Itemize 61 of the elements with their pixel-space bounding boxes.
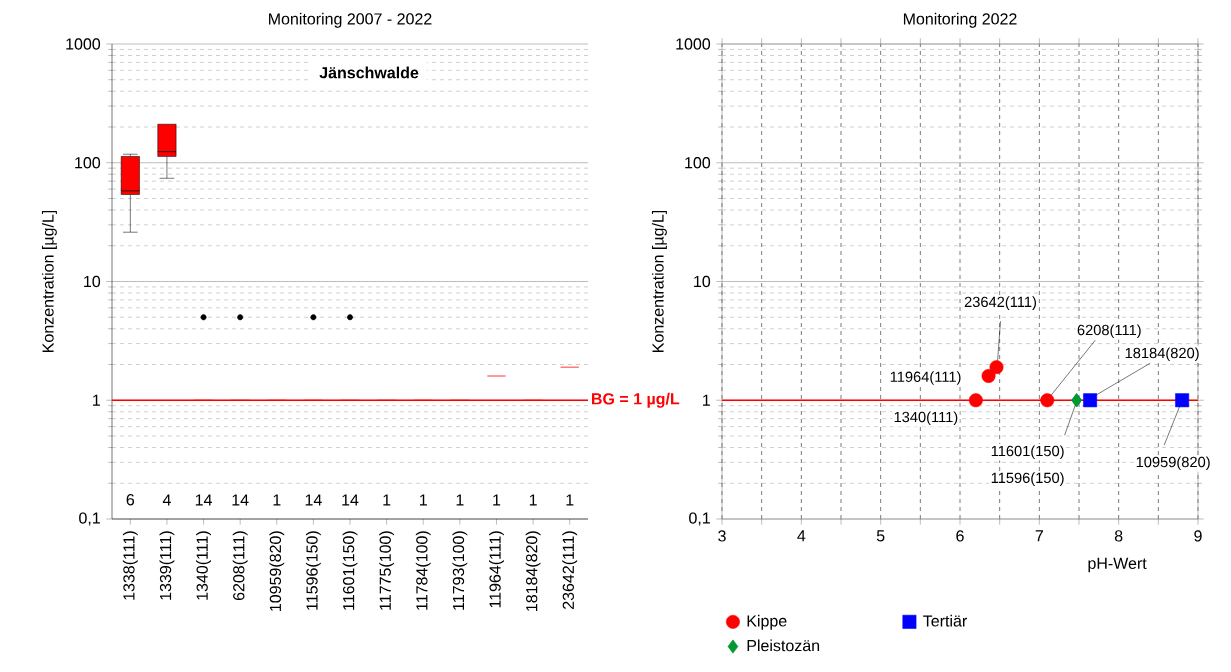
y-tick-label: 1 xyxy=(93,394,100,406)
annotation: 11964(111) xyxy=(890,371,961,385)
chart-title: Monitoring 2007 - 2022 xyxy=(269,12,432,28)
y-tick-label: 1000 xyxy=(676,38,711,50)
annotation: 14 xyxy=(342,494,359,506)
annotation: 1 xyxy=(456,494,464,506)
x-tick-label: 3 xyxy=(718,530,726,542)
y-axis-title: Konzentration [µg/L] xyxy=(41,210,57,352)
ref-line-label: BG = 1 µg/L xyxy=(592,392,680,408)
annotation: Jänschwalde xyxy=(319,66,419,79)
x-tick-label: 9 xyxy=(1194,530,1202,542)
annotation: 4 xyxy=(162,494,171,506)
x-tick-label: 23642(111) xyxy=(562,531,578,609)
annotation: 1340(111) xyxy=(894,411,958,426)
x-tick-label: 6208(111) xyxy=(232,531,248,601)
annotation: 14 xyxy=(305,494,322,506)
x-tick-label: 8 xyxy=(1114,530,1123,542)
y-axis-title: Konzentration [µg/L] xyxy=(651,210,667,352)
annotation: 1 xyxy=(529,494,537,506)
annotation: 11596(150) xyxy=(991,472,1064,486)
annotation: 1 xyxy=(493,494,501,506)
x-tick-label: 11596(150) xyxy=(305,531,321,610)
x-tick-label: 10959(820) xyxy=(269,531,285,611)
x-tick-label: 11601(150) xyxy=(342,531,358,610)
x-axis-title: pH-Wert xyxy=(1088,557,1147,573)
annotation: 11601(150) xyxy=(991,445,1064,460)
annotation: 10959(820) xyxy=(1136,456,1210,471)
x-tick-label: 7 xyxy=(1035,530,1043,542)
annotation: 1 xyxy=(566,494,574,506)
annotation: 6 xyxy=(126,494,135,506)
x-tick-label: 1338(111) xyxy=(122,531,138,600)
x-tick-label: 6 xyxy=(956,530,964,542)
x-tick-label: 18184(820) xyxy=(525,531,541,611)
y-tick-label: 10 xyxy=(694,275,711,288)
legend-label: Pleistozän xyxy=(747,639,820,652)
x-tick-label: 1340(111) xyxy=(196,531,211,600)
y-tick-label: 0,1 xyxy=(689,512,710,526)
y-tick-label: 100 xyxy=(685,157,711,169)
annotation: 14 xyxy=(232,494,249,506)
annotation: 6208(111) xyxy=(1077,324,1141,339)
x-tick-label: 11775(100) xyxy=(379,531,395,610)
x-tick-label: 1339(111) xyxy=(159,531,175,600)
annotation: 14 xyxy=(195,494,212,506)
annotation: 23642(111) xyxy=(964,296,1036,310)
x-tick-label: 11793(100) xyxy=(452,531,468,610)
legend-label: Tertiär xyxy=(923,614,967,627)
chart-title: Monitoring 2022 xyxy=(903,12,1017,28)
x-tick-label: 5 xyxy=(876,530,885,542)
x-tick-label: 11784(100) xyxy=(415,531,431,610)
y-tick-label: 10 xyxy=(84,275,101,288)
y-tick-label: 1000 xyxy=(66,38,101,50)
x-tick-label: 4 xyxy=(797,530,806,542)
annotation: 1 xyxy=(420,494,427,506)
annotation: 18184(820) xyxy=(1125,347,1199,362)
y-tick-label: 0,1 xyxy=(79,512,100,526)
annotation: 1 xyxy=(383,494,391,506)
legend-label: Kippe xyxy=(747,614,787,630)
y-tick-label: 100 xyxy=(75,157,101,169)
y-tick-label: 1 xyxy=(703,394,710,406)
x-tick-label: 11964(111) xyxy=(489,531,504,608)
annotation: 1 xyxy=(273,494,281,506)
